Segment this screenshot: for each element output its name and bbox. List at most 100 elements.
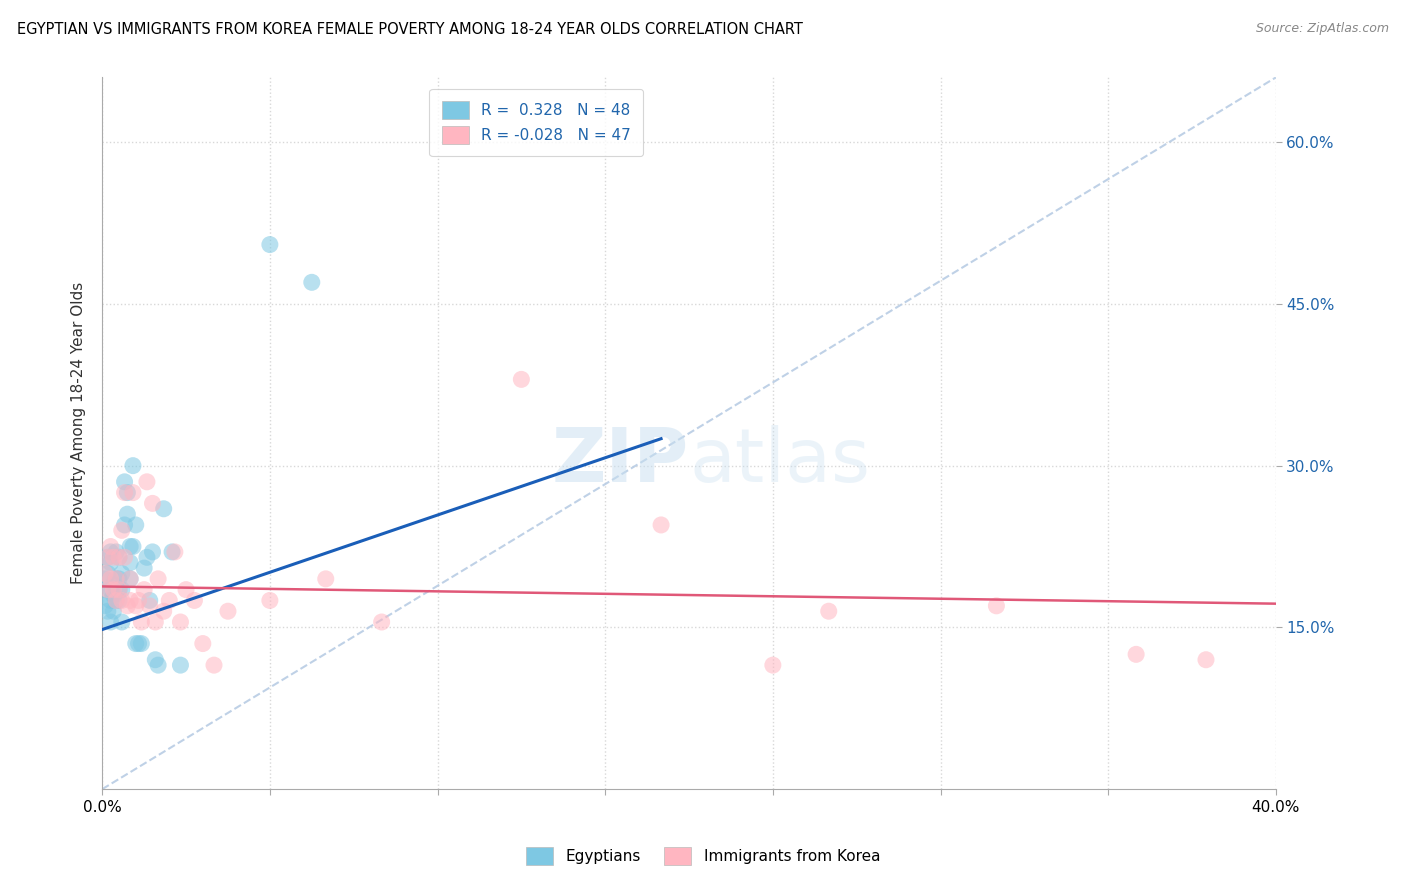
Point — [315, 572, 337, 586]
Point — [202, 658, 225, 673]
Point — [128, 636, 150, 650]
Point — [100, 593, 122, 607]
Point — [114, 485, 136, 500]
Point — [259, 593, 281, 607]
Point — [131, 615, 153, 629]
Point — [160, 545, 183, 559]
Point — [169, 615, 191, 629]
Point — [183, 593, 205, 607]
Point — [157, 593, 180, 607]
Point — [138, 593, 160, 607]
Point — [94, 572, 117, 586]
Point — [94, 582, 117, 597]
Point — [120, 572, 142, 586]
Point — [117, 599, 139, 613]
Point — [114, 518, 136, 533]
Point — [108, 593, 131, 607]
Point — [122, 485, 145, 500]
Point — [131, 636, 153, 650]
Point — [370, 615, 392, 629]
Point — [152, 501, 174, 516]
Legend: R =  0.328   N = 48, R = -0.028   N = 47: R = 0.328 N = 48, R = -0.028 N = 47 — [429, 88, 644, 156]
Point — [217, 604, 239, 618]
Point — [817, 604, 839, 618]
Point — [117, 485, 139, 500]
Point — [103, 588, 125, 602]
Point — [108, 550, 131, 565]
Point — [100, 572, 122, 586]
Point — [103, 582, 125, 597]
Point — [986, 599, 1008, 613]
Point — [135, 475, 157, 489]
Point — [108, 572, 131, 586]
Point — [141, 496, 163, 510]
Point — [650, 518, 672, 533]
Legend: Egyptians, Immigrants from Korea: Egyptians, Immigrants from Korea — [520, 841, 886, 871]
Point — [111, 593, 134, 607]
Point — [143, 615, 166, 629]
Point — [762, 658, 785, 673]
Point — [105, 593, 128, 607]
Point — [105, 572, 128, 586]
Point — [125, 518, 148, 533]
Point — [117, 507, 139, 521]
Point — [1195, 653, 1218, 667]
Point — [94, 566, 117, 581]
Point — [105, 593, 128, 607]
Point — [120, 593, 142, 607]
Point — [120, 556, 142, 570]
Point — [1125, 648, 1147, 662]
Point — [114, 550, 136, 565]
Point — [111, 566, 134, 581]
Point — [169, 658, 191, 673]
Point — [108, 550, 131, 565]
Point — [152, 604, 174, 618]
Point — [259, 237, 281, 252]
Point — [100, 615, 122, 629]
Point — [103, 550, 125, 565]
Point — [174, 582, 197, 597]
Point — [105, 545, 128, 559]
Text: Source: ZipAtlas.com: Source: ZipAtlas.com — [1256, 22, 1389, 36]
Text: EGYPTIAN VS IMMIGRANTS FROM KOREA FEMALE POVERTY AMONG 18-24 YEAR OLDS CORRELATI: EGYPTIAN VS IMMIGRANTS FROM KOREA FEMALE… — [17, 22, 803, 37]
Point — [191, 636, 214, 650]
Point — [100, 582, 122, 597]
Point — [163, 545, 186, 559]
Point — [111, 615, 134, 629]
Point — [94, 599, 117, 613]
Point — [108, 582, 131, 597]
Point — [111, 524, 134, 538]
Point — [146, 572, 169, 586]
Point — [97, 566, 120, 581]
Text: ZIP: ZIP — [551, 425, 689, 499]
Point — [97, 604, 120, 618]
Point — [97, 582, 120, 597]
Point — [120, 572, 142, 586]
Point — [141, 545, 163, 559]
Y-axis label: Female Poverty Among 18-24 Year Olds: Female Poverty Among 18-24 Year Olds — [72, 282, 86, 584]
Point — [510, 372, 533, 386]
Point — [134, 561, 156, 575]
Point — [134, 582, 156, 597]
Point — [120, 540, 142, 554]
Point — [122, 458, 145, 473]
Text: atlas: atlas — [689, 425, 870, 499]
Point — [100, 540, 122, 554]
Point — [97, 550, 120, 565]
Point — [146, 658, 169, 673]
Point — [103, 577, 125, 591]
Point — [143, 653, 166, 667]
Point — [301, 276, 323, 290]
Point — [125, 636, 148, 650]
Point — [103, 604, 125, 618]
Point — [108, 582, 131, 597]
Point — [105, 572, 128, 586]
Point — [138, 599, 160, 613]
Point — [100, 545, 122, 559]
Point — [135, 550, 157, 565]
Point — [100, 556, 122, 570]
Point — [114, 475, 136, 489]
Point — [111, 582, 134, 597]
Point — [97, 550, 120, 565]
Point — [122, 540, 145, 554]
